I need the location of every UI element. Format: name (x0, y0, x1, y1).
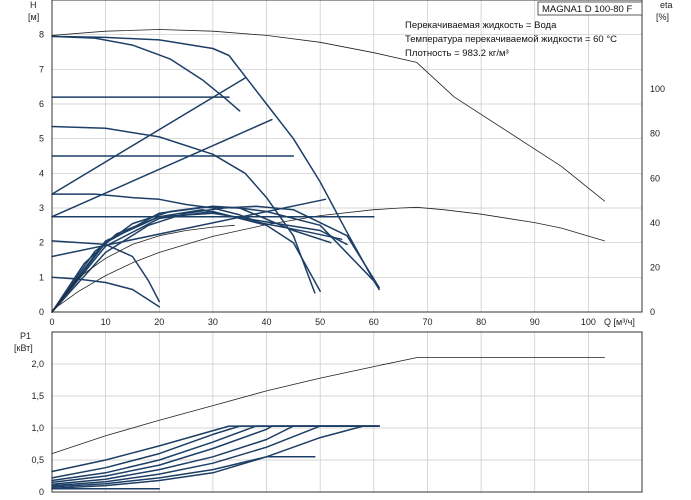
x-tick-label: 80 (476, 317, 486, 327)
eta-tick-label: 80 (650, 129, 660, 139)
h-tick-label: 2 (39, 238, 44, 248)
top-curve-series-2 (51, 35, 380, 291)
top-plot-frame (51, 0, 643, 313)
x-tick-label: 40 (262, 317, 272, 327)
power-curve-series-7 (51, 425, 364, 488)
x-tick-label: 70 (422, 317, 432, 327)
p1-tick-label: 1,0 (31, 423, 44, 433)
eta-tick-label: 0 (650, 307, 655, 317)
h-tick-label: 1 (39, 272, 44, 282)
x-tick-label: 60 (369, 317, 379, 327)
p1-tick-label: 0 (39, 487, 44, 497)
eta-tick-label: 100 (650, 84, 665, 94)
eta-tick-label: 60 (650, 173, 660, 183)
top-curve-series-7 (51, 276, 161, 308)
top-curve-series-12 (51, 118, 273, 218)
axis-ticks: 0 10 20 30 40 50 60 70 80 90 100012345678020406080… (31, 30, 665, 497)
x-tick-label: 30 (208, 317, 218, 327)
x-tick-label: 10 (101, 317, 111, 327)
eta-tick-label: 40 (650, 218, 660, 228)
top-plot-curves (51, 29, 605, 313)
top-curve-series-20 (51, 224, 235, 313)
power-curve-series-5 (51, 425, 380, 486)
title-box (537, 1, 643, 16)
power-curve-series-8 (51, 456, 316, 489)
top-y-axis-unit: [м] (28, 12, 39, 22)
x-tick-label: 100 (581, 317, 596, 327)
eta-tick-label: 20 (650, 262, 660, 272)
h-tick-label: 7 (39, 64, 44, 74)
power-curve-series-4 (51, 425, 380, 484)
x-tick-label: 20 (154, 317, 164, 327)
p1-tick-label: 2,0 (31, 359, 44, 369)
top-curve-series-16 (51, 205, 332, 313)
x-tick-label: 50 (315, 317, 325, 327)
h-tick-label: 8 (39, 30, 44, 40)
power-curve-series-2 (51, 425, 380, 479)
h-tick-label: 3 (39, 203, 44, 213)
chart-title: MAGNA1 D 100-80 F (542, 4, 632, 15)
right-y-axis-label: eta (660, 0, 673, 10)
top-curve-series-0 (51, 29, 605, 202)
power-curve-series-0 (51, 357, 605, 455)
bottom-plot-frame (51, 331, 643, 493)
top-y-axis-label: H (30, 0, 37, 10)
bottom-y-axis-label: P1 (20, 331, 31, 341)
h-tick-label: 6 (39, 99, 44, 109)
x-tick-label: 0 (49, 317, 54, 327)
bottom-y-axis-unit: [кВт] (14, 343, 33, 353)
top-curve-series-11 (51, 77, 246, 195)
top-curve-series-17 (51, 208, 343, 313)
h-tick-label: 0 (39, 307, 44, 317)
bottom-plot-curves (51, 357, 605, 490)
top-curve-series-19 (51, 210, 268, 313)
h-tick-label: 5 (39, 134, 44, 144)
power-curve-series-6 (51, 425, 380, 487)
info-fluid: Перекачиваемая жидкость = Вода (405, 20, 557, 31)
top-curve-series-5 (51, 193, 321, 292)
x-tick-label: 90 (530, 317, 540, 327)
p1-tick-label: 0,5 (31, 455, 44, 465)
p1-tick-label: 1,5 (31, 391, 44, 401)
top-curve-series-1 (51, 206, 605, 311)
info-temperature: Температура перекачиваемой жидкости = 60… (405, 34, 617, 45)
right-y-axis-unit: [%] (656, 12, 669, 22)
h-tick-label: 4 (39, 168, 44, 178)
bottom-plot-grid (51, 332, 642, 493)
info-density: Плотность = 983.2 кг/м³ (405, 48, 509, 59)
x-axis-label: Q [м³/ч] (604, 317, 635, 327)
top-curve-series-6 (51, 240, 161, 303)
top-curve-series-18 (51, 212, 348, 313)
